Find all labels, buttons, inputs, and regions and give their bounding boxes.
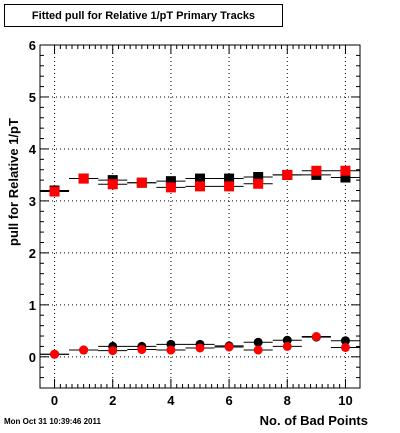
- data-point-square: [282, 169, 293, 180]
- y-axis-label: pull for Relative 1/pT: [6, 118, 21, 246]
- data-point-circle: [137, 345, 147, 355]
- data-point-square: [165, 182, 176, 193]
- x-axis-label: No. of Bad Points: [259, 413, 368, 428]
- y-tick-label: 6: [29, 38, 36, 53]
- data-point-circle: [224, 342, 234, 352]
- data-point-square: [78, 173, 89, 184]
- data-point-circle: [340, 342, 350, 352]
- data-point-circle: [253, 337, 263, 347]
- data-point-circle: [282, 341, 292, 351]
- data-point-square: [136, 177, 147, 188]
- data-point-circle: [195, 343, 205, 353]
- data-point-circle: [340, 336, 350, 346]
- x-tick-label: 6: [225, 393, 232, 408]
- data-point-circle: [79, 345, 89, 355]
- data-point-square: [107, 179, 118, 190]
- data-point-circle: [282, 335, 292, 345]
- x-tick-label: 0: [51, 393, 58, 408]
- data-point-square: [253, 172, 264, 183]
- data-point-square: [340, 165, 351, 176]
- y-tick-label: 1: [29, 298, 36, 313]
- data-point-square: [195, 181, 205, 192]
- data-point-square: [49, 186, 60, 197]
- x-tick-label: 4: [167, 393, 175, 408]
- data-point-circle: [166, 345, 176, 355]
- data-point-circle: [311, 332, 321, 342]
- data-point-circle: [108, 346, 118, 356]
- x-tick-label: 2: [109, 393, 116, 408]
- x-tick-label: 10: [338, 393, 352, 408]
- chart-title: Fitted pull for Relative 1/pT Primary Tr…: [4, 4, 283, 27]
- y-tick-label: 5: [29, 90, 36, 105]
- y-tick-label: 3: [29, 194, 36, 209]
- y-tick-label: 4: [29, 142, 37, 157]
- y-tick-label: 0: [29, 350, 36, 365]
- data-point-square: [340, 172, 351, 183]
- data-point-circle: [50, 349, 60, 359]
- data-point-square: [253, 178, 264, 189]
- data-point-square: [224, 173, 235, 184]
- data-point-square: [311, 165, 322, 176]
- data-point-square: [165, 176, 176, 187]
- timestamp: Mon Oct 31 10:39:46 2011: [4, 417, 101, 426]
- data-point-square: [195, 173, 205, 184]
- data-point-square: [224, 181, 235, 192]
- x-tick-label: 8: [284, 393, 291, 408]
- y-tick-label: 2: [29, 246, 36, 261]
- data-point-circle: [253, 345, 263, 355]
